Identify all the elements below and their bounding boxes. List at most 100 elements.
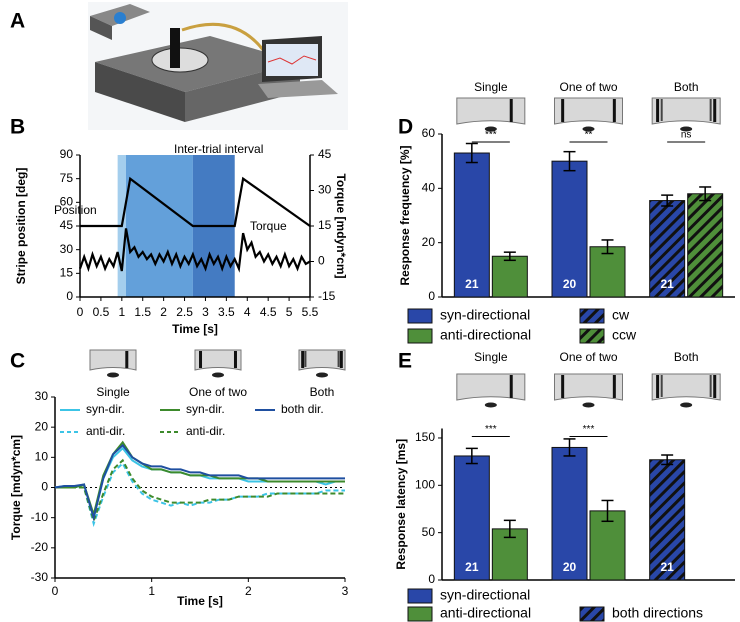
- category-label: Both: [674, 350, 699, 364]
- series-label: Torque: [250, 219, 287, 233]
- arena-stripe: [561, 375, 565, 398]
- x-tick-label: 0.5: [93, 305, 110, 319]
- legend-title: Single: [96, 385, 130, 399]
- legend-label: both dir.: [281, 402, 324, 416]
- series-line: [78, 228, 311, 273]
- y-tick-label: 40: [422, 181, 436, 195]
- torque-meter: [170, 28, 180, 68]
- camera-lens: [114, 12, 126, 24]
- category-label: One of two: [559, 350, 617, 364]
- arena-stripe: [337, 351, 340, 367]
- error-bar: [503, 519, 516, 539]
- legend-label: syn-directional: [440, 307, 530, 323]
- laptop-base: [258, 80, 338, 98]
- x-tick-label: 3: [342, 584, 349, 598]
- y-tick-label: 0: [41, 480, 48, 494]
- n-label: 21: [660, 277, 674, 291]
- category-label: Single: [474, 350, 508, 364]
- arena-stripe: [301, 351, 305, 368]
- legend-label: ccw: [612, 327, 637, 343]
- series-line: [54, 443, 345, 522]
- x-tick-label: 4.5: [260, 305, 277, 319]
- bar: [687, 193, 724, 298]
- x-tick-label: 2: [245, 584, 252, 598]
- annotation: Inter-trial interval: [174, 142, 263, 156]
- arena-stripe: [656, 99, 660, 122]
- arena-stripe: [304, 351, 307, 367]
- category-label: One of two: [559, 80, 617, 94]
- arena-stripe: [713, 99, 717, 122]
- significance-label: ***: [485, 130, 497, 141]
- y-axis-label: Response latency [ms]: [394, 439, 408, 570]
- error-bar: [465, 142, 478, 164]
- bar: [551, 160, 588, 298]
- x-axis-label: Time [s]: [177, 594, 223, 608]
- n-label: 20: [563, 560, 577, 574]
- arena-stripe: [199, 351, 203, 368]
- fly-icon: [484, 126, 497, 132]
- series-line: [55, 458, 345, 524]
- arena-wall: [651, 373, 721, 401]
- y-tick-label: -20: [31, 540, 49, 554]
- legend-label: cw: [612, 307, 630, 323]
- arena-pictogram: [194, 349, 242, 378]
- legend-label: syn-directional: [440, 587, 530, 603]
- x-tick-label: 0: [77, 305, 84, 319]
- legend-swatch: [579, 308, 605, 324]
- fly-icon: [484, 402, 497, 408]
- y-axis-label: Torque [mdyn*cm]: [9, 435, 23, 540]
- bar: [649, 459, 686, 581]
- screen-trace: [267, 55, 317, 65]
- y-tick-label: 60: [422, 126, 436, 140]
- y2-axis-label: Torque [mdyn*cm]: [334, 173, 348, 278]
- arena-wall: [298, 349, 346, 371]
- error-bar: [661, 194, 674, 207]
- x-tick-label: 0: [52, 584, 59, 598]
- y-tick-label: 150: [415, 430, 435, 444]
- category-label: Both: [674, 80, 699, 94]
- setup-illustration: [88, 2, 348, 130]
- legend-label: anti-directional: [440, 327, 531, 343]
- arena-stripe: [561, 99, 565, 122]
- y-tick-label: 20: [35, 419, 49, 433]
- fly-icon: [212, 372, 224, 378]
- fly-icon: [582, 402, 595, 408]
- y-tick-label: -30: [31, 570, 49, 584]
- error-bar: [601, 499, 614, 523]
- error-bar: [563, 150, 576, 172]
- category-label: Single: [474, 80, 508, 94]
- arena-stripe: [612, 99, 616, 122]
- fly-icon: [680, 126, 693, 132]
- series-label: Position: [54, 203, 97, 217]
- legend-label: anti-dir.: [86, 424, 125, 438]
- y-axis-label: Response frequency [%]: [398, 145, 412, 285]
- y-tick-label: 50: [422, 525, 436, 539]
- y2-tick-label: 45: [318, 147, 332, 161]
- y2-tick-label: 15: [318, 218, 332, 232]
- arena-wall: [456, 373, 526, 401]
- bar: [491, 255, 528, 298]
- fly-icon: [107, 372, 119, 378]
- arena-pictogram: [651, 97, 721, 132]
- error-bar: [465, 447, 478, 465]
- x-tick-label: 2: [160, 305, 167, 319]
- x-tick-label: 3: [202, 305, 209, 319]
- significance-label: ***: [583, 424, 595, 435]
- x-tick-label: 5: [286, 305, 293, 319]
- arena-stripe: [612, 375, 616, 398]
- y-tick-label: -10: [31, 510, 49, 524]
- legend-label: syn-dir.: [86, 402, 125, 416]
- x-tick-label: 4: [244, 305, 251, 319]
- arena-side: [95, 62, 185, 122]
- camera-box: [90, 16, 112, 40]
- arena-pictogram: [456, 97, 526, 132]
- y-tick-label: 75: [60, 171, 74, 185]
- legend-label: syn-dir.: [186, 402, 225, 416]
- y-tick-label: 15: [60, 266, 74, 280]
- fly-icon: [316, 372, 328, 378]
- arena-pictogram: [89, 349, 137, 378]
- panel-label: E: [398, 350, 412, 373]
- legend-swatch: [579, 328, 605, 344]
- arena-wall: [554, 97, 623, 125]
